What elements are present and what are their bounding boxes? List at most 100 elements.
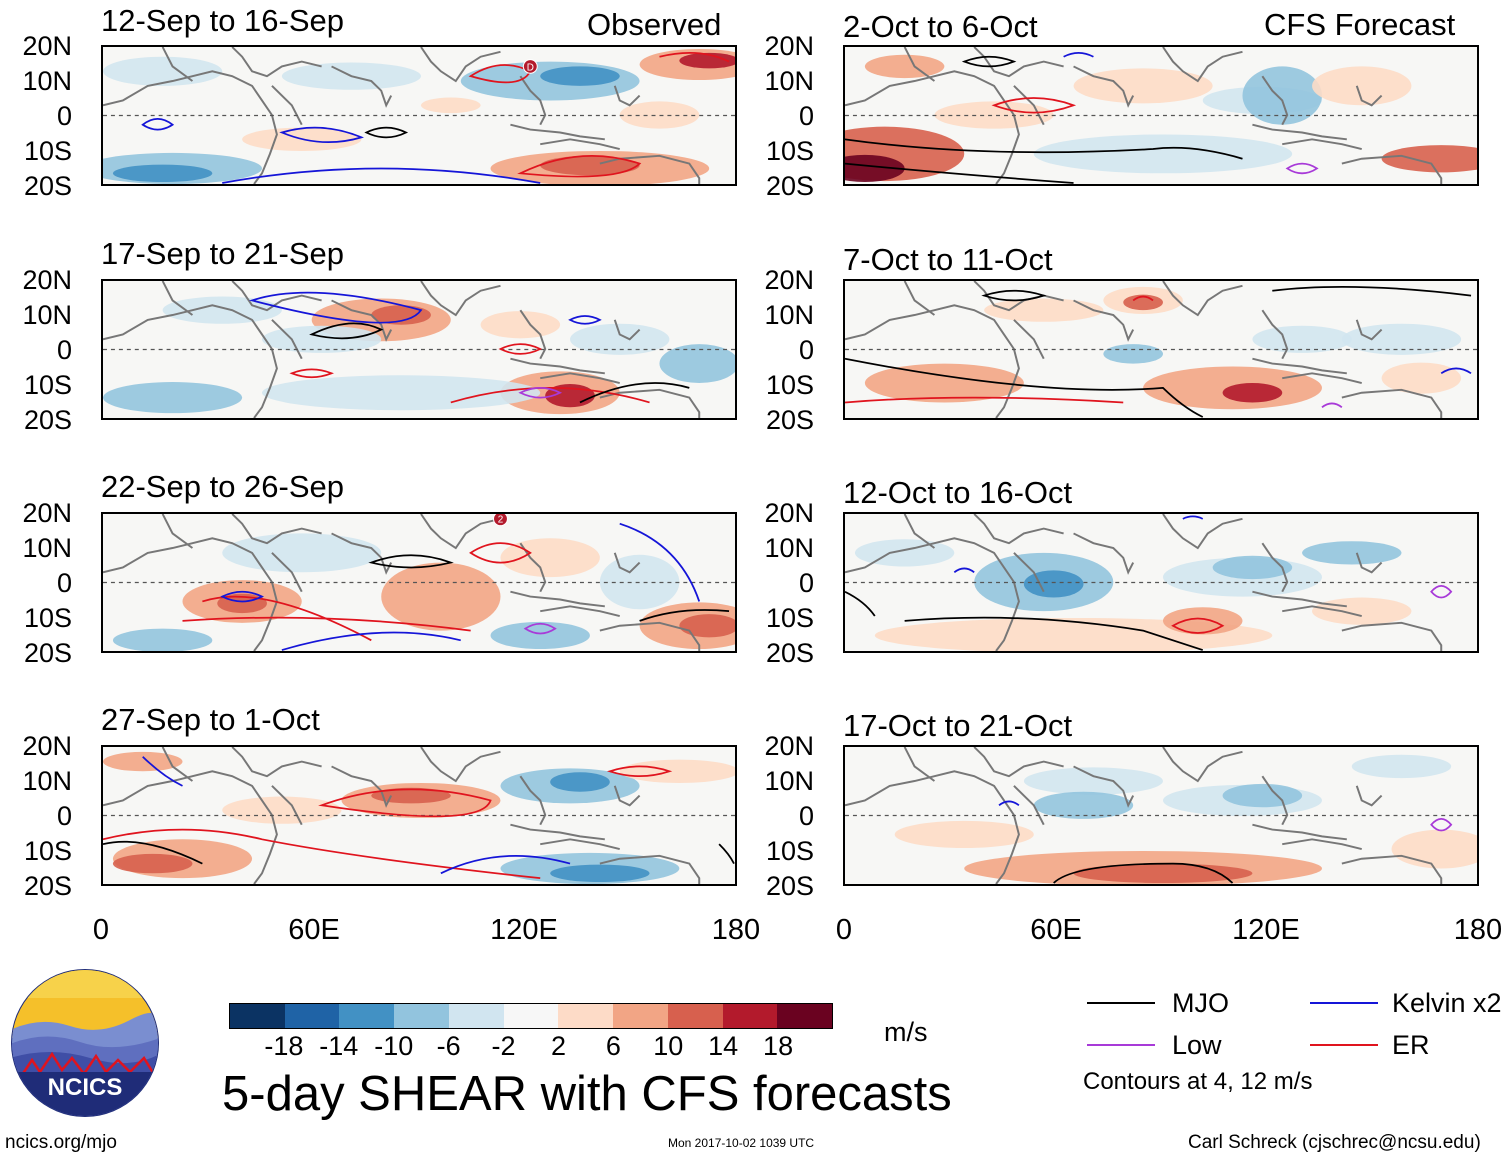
contour-k bbox=[845, 357, 1204, 418]
lat-label-fc-1-0: 0 bbox=[798, 101, 814, 131]
coastline bbox=[271, 85, 303, 126]
contour-r bbox=[469, 542, 532, 564]
colorbar-swatch-7 bbox=[613, 1004, 668, 1028]
shading-region bbox=[261, 325, 382, 353]
map-panel-obs-4 bbox=[101, 745, 737, 886]
coastline bbox=[510, 123, 605, 141]
coastline bbox=[1261, 542, 1289, 593]
shading-region bbox=[1103, 344, 1163, 364]
coastline bbox=[599, 154, 701, 184]
coastline bbox=[973, 747, 1064, 778]
colorbar-label-1: -14 bbox=[319, 1031, 359, 1061]
lat-label-fc-3-20s: 20S bbox=[765, 638, 814, 668]
shading-region bbox=[1212, 555, 1293, 580]
forecast-label: CFS Forecast bbox=[1264, 7, 1456, 42]
coastline bbox=[519, 75, 547, 126]
shading-region bbox=[1312, 66, 1412, 106]
shading-region bbox=[490, 621, 590, 650]
coastline bbox=[1162, 747, 1243, 783]
coastline bbox=[231, 281, 322, 312]
footer-timestamp: Mon 2017-10-02 1039 UTC bbox=[668, 1136, 815, 1150]
lat-label-obs-2-10n: 10N bbox=[22, 300, 72, 330]
shading-region bbox=[480, 311, 561, 339]
coastline bbox=[161, 747, 194, 782]
colorbar-swatch-8 bbox=[667, 1004, 723, 1028]
shading-region bbox=[1073, 863, 1253, 884]
shading-region bbox=[659, 344, 735, 384]
contour-b bbox=[220, 590, 264, 603]
coastline bbox=[540, 838, 620, 850]
coastline bbox=[1261, 75, 1289, 126]
contour-k bbox=[1272, 285, 1472, 297]
contour-k bbox=[981, 289, 1047, 302]
lon-label-fc-60e: 60E bbox=[1030, 914, 1082, 946]
lat-label-obs-3-10s: 10S bbox=[23, 603, 72, 633]
contour-r bbox=[517, 154, 642, 178]
coastline bbox=[903, 514, 936, 549]
colorbar-label-9: 18 bbox=[763, 1031, 794, 1061]
coastline bbox=[331, 65, 393, 108]
shading-region bbox=[222, 796, 342, 824]
coastline bbox=[1341, 621, 1443, 651]
coastline bbox=[613, 85, 641, 107]
coastline bbox=[231, 514, 322, 545]
coastline bbox=[1073, 65, 1135, 108]
coastline bbox=[1252, 123, 1347, 141]
footer-author: Carl Schreck (cjschrec@ncsu.edu) bbox=[1188, 1132, 1481, 1153]
coastline bbox=[1073, 299, 1135, 342]
contour-r bbox=[991, 97, 1077, 114]
ncics-logo: NCICS bbox=[11, 969, 159, 1117]
contour-r bbox=[103, 828, 541, 880]
coastline bbox=[331, 765, 393, 808]
coastline bbox=[420, 514, 501, 550]
map-panel-fc-2 bbox=[843, 279, 1479, 420]
lat-label-fc-4-10n: 10N bbox=[764, 766, 814, 796]
legend-label-low: Low bbox=[1172, 1030, 1222, 1060]
contour-k bbox=[368, 554, 454, 569]
contour-k bbox=[904, 616, 1204, 651]
coastline bbox=[1073, 765, 1135, 808]
map-panel-fc-3 bbox=[843, 512, 1479, 653]
contour-b bbox=[222, 167, 541, 184]
map-panel-obs-3: 2 bbox=[101, 512, 737, 653]
lat-label-fc-1-10n: 10N bbox=[764, 66, 814, 96]
colorbar-label-3: -6 bbox=[436, 1031, 461, 1061]
coastline bbox=[1013, 85, 1045, 126]
map-panel-obs-1: D bbox=[101, 45, 737, 186]
coastline bbox=[1013, 319, 1045, 360]
lat-label-fc-4-20s: 20S bbox=[765, 871, 814, 901]
coastline bbox=[1282, 138, 1362, 150]
lat-label-fc-2-20n: 20N bbox=[764, 265, 814, 295]
contour-r bbox=[182, 616, 471, 632]
colorbar-unit: m/s bbox=[884, 1017, 928, 1047]
colorbar-swatch-6 bbox=[558, 1004, 614, 1028]
coastline bbox=[510, 823, 605, 841]
contour-m bbox=[1321, 402, 1343, 409]
panel-title-obs-3: 22-Sep to 26-Sep bbox=[101, 469, 345, 504]
lon-label-obs-60e: 60E bbox=[288, 914, 340, 946]
legend-line-mjo bbox=[1087, 1002, 1155, 1004]
shading-region bbox=[500, 538, 600, 578]
shading-region bbox=[1351, 754, 1452, 779]
colorbar-swatch-9 bbox=[722, 1004, 778, 1028]
lat-label-obs-3-10n: 10N bbox=[22, 533, 72, 563]
shading-region bbox=[112, 164, 213, 183]
coastline bbox=[1162, 281, 1243, 317]
coastline bbox=[271, 319, 303, 360]
coastline bbox=[1261, 309, 1289, 360]
coastline bbox=[903, 281, 936, 316]
contour-k bbox=[845, 162, 1074, 184]
coastline bbox=[161, 47, 194, 82]
contour-b bbox=[440, 854, 571, 875]
map-panel-fc-1 bbox=[843, 45, 1479, 186]
coastline bbox=[161, 281, 194, 316]
contour-b bbox=[1440, 367, 1472, 375]
shading-region bbox=[1312, 597, 1412, 625]
coastline bbox=[540, 138, 620, 150]
panel-title-fc-3: 12-Oct to 16-Oct bbox=[843, 475, 1073, 510]
contour-r bbox=[606, 765, 673, 778]
shading-region bbox=[984, 298, 1104, 322]
coastline bbox=[903, 747, 936, 782]
footer-url[interactable]: ncics.org/mjo bbox=[5, 1132, 117, 1153]
contour-r bbox=[659, 52, 730, 63]
